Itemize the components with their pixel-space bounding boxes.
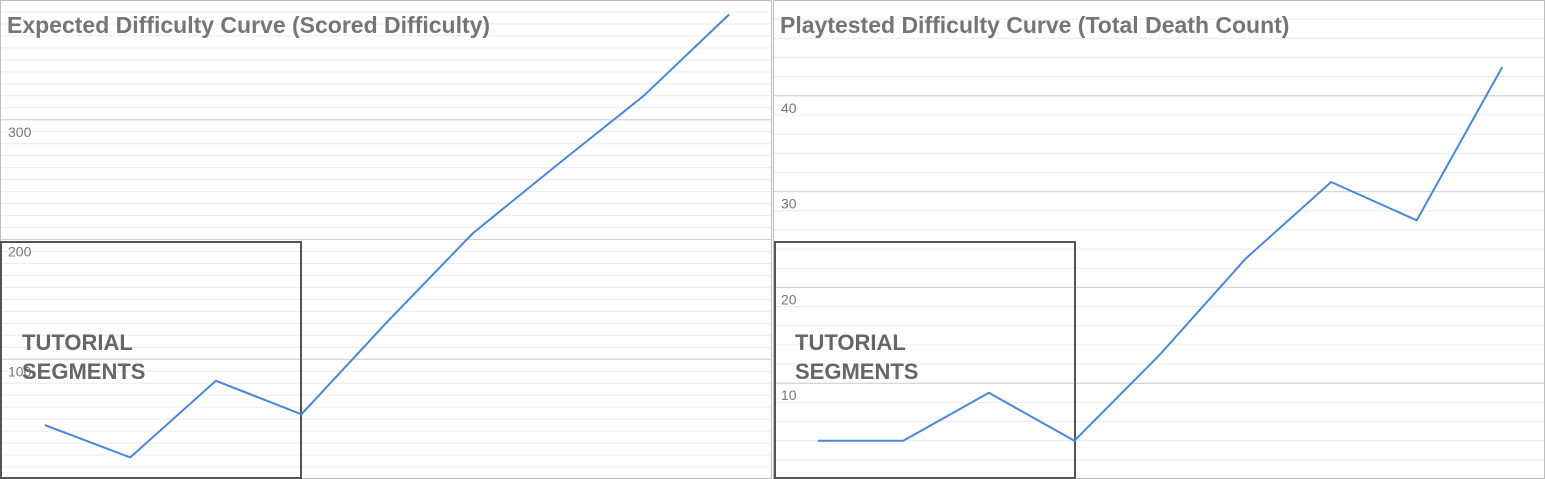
tutorial-box bbox=[774, 241, 1076, 479]
chart-title: Expected Difficulty Curve (Scored Diffic… bbox=[7, 12, 490, 38]
tutorial-box bbox=[0, 241, 302, 479]
annotation: TUTORIAL SEGMENTS bbox=[795, 330, 919, 384]
y-tick-label: 40 bbox=[781, 100, 797, 116]
chart-title: Playtested Difficulty Curve (Total Death… bbox=[780, 12, 1289, 38]
line-series bbox=[817, 66, 1504, 442]
y-tick-label: 200 bbox=[8, 244, 32, 260]
y-tick-label: 100 bbox=[8, 363, 32, 379]
annotation: TUTORIAL SEGMENTS bbox=[22, 330, 146, 384]
y-tick-label: 10 bbox=[781, 387, 797, 403]
line-series bbox=[44, 13, 730, 459]
y-tick-label: 300 bbox=[8, 124, 32, 140]
panel-border bbox=[773, 0, 1545, 479]
y-tick-label: 20 bbox=[781, 291, 797, 307]
y-tick-label: 30 bbox=[781, 196, 797, 212]
